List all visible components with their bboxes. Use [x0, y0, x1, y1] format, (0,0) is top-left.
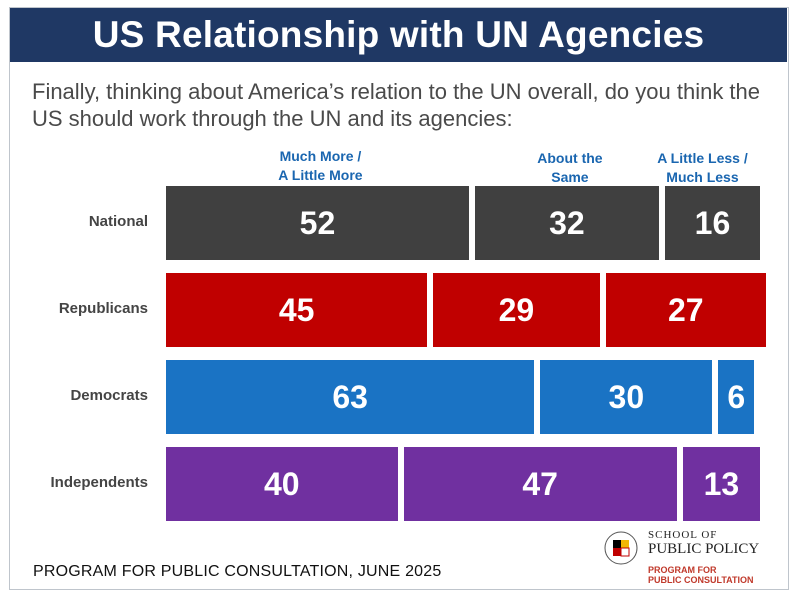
data-label: 32: [549, 204, 585, 241]
bar-national-segment-1: 52: [166, 186, 469, 260]
bar-republicans-segment-2: 29: [433, 273, 600, 347]
bar-independents-segment-1: 40: [166, 447, 398, 521]
school-logo: SCHOOL OF PUBLIC POLICY PROGRAM FOR PUBL…: [604, 525, 774, 585]
column-header-line: A Little Less /: [657, 150, 748, 166]
data-label: 16: [694, 204, 731, 241]
bar-republicans-segment-3: 27: [605, 273, 766, 347]
bar-national-segment-2: 32: [474, 186, 659, 260]
data-label: 47: [522, 465, 558, 502]
logo-school-line1: SCHOOL OF: [648, 529, 718, 541]
title-bar: US Relationship with UN Agencies: [10, 8, 787, 62]
bar-national-segment-3: 16: [664, 186, 760, 260]
slide-title: US Relationship with UN Agencies: [92, 14, 705, 55]
question-text: Finally, thinking about America’s relati…: [32, 79, 761, 131]
data-label: 13: [703, 465, 740, 502]
column-header-2: About the Same: [455, 149, 685, 187]
data-label: 52: [299, 204, 336, 241]
bar-democrats-segment-1: 63: [166, 360, 535, 434]
column-header-line: About the: [537, 150, 603, 166]
bar-democrats-segment-3: 6: [718, 360, 755, 434]
logo-program-line1: PROGRAM FOR: [648, 565, 717, 575]
footer-source: PROGRAM FOR PUBLIC CONSULTATION, JUNE 20…: [33, 563, 442, 580]
column-header-line: Much Less: [666, 169, 739, 185]
data-label: 27: [667, 291, 704, 328]
column-header-line: Much More /: [279, 148, 362, 164]
row-label-democrats: Democrats: [70, 387, 148, 404]
data-label: 40: [264, 465, 300, 502]
data-label: 63: [332, 378, 368, 415]
slide-frame: [9, 7, 789, 590]
row-label-independents: Independents: [50, 474, 148, 491]
row-label-national: National: [88, 213, 148, 230]
bar-democrats-segment-2: 30: [540, 360, 713, 434]
data-label: 45: [278, 291, 315, 328]
column-header-line: Same: [551, 169, 589, 185]
bar-independents-segment-3: 13: [682, 447, 760, 521]
column-header-1: Much More / A Little More: [146, 147, 495, 185]
data-label: 6: [727, 378, 746, 415]
column-header-line: A Little More: [278, 167, 363, 183]
row-label-republicans: Republicans: [58, 300, 148, 317]
logo-school-line2: PUBLIC POLICY: [648, 541, 760, 557]
column-header-3: A Little Less / Much Less: [625, 149, 780, 187]
data-label: 29: [498, 291, 535, 328]
data-label: 30: [608, 378, 645, 415]
bar-independents-segment-2: 47: [403, 447, 677, 521]
bar-republicans-segment-1: 45: [166, 273, 428, 347]
logo-program-line2: PUBLIC CONSULTATION: [648, 575, 754, 585]
university-seal-icon: [604, 531, 638, 565]
